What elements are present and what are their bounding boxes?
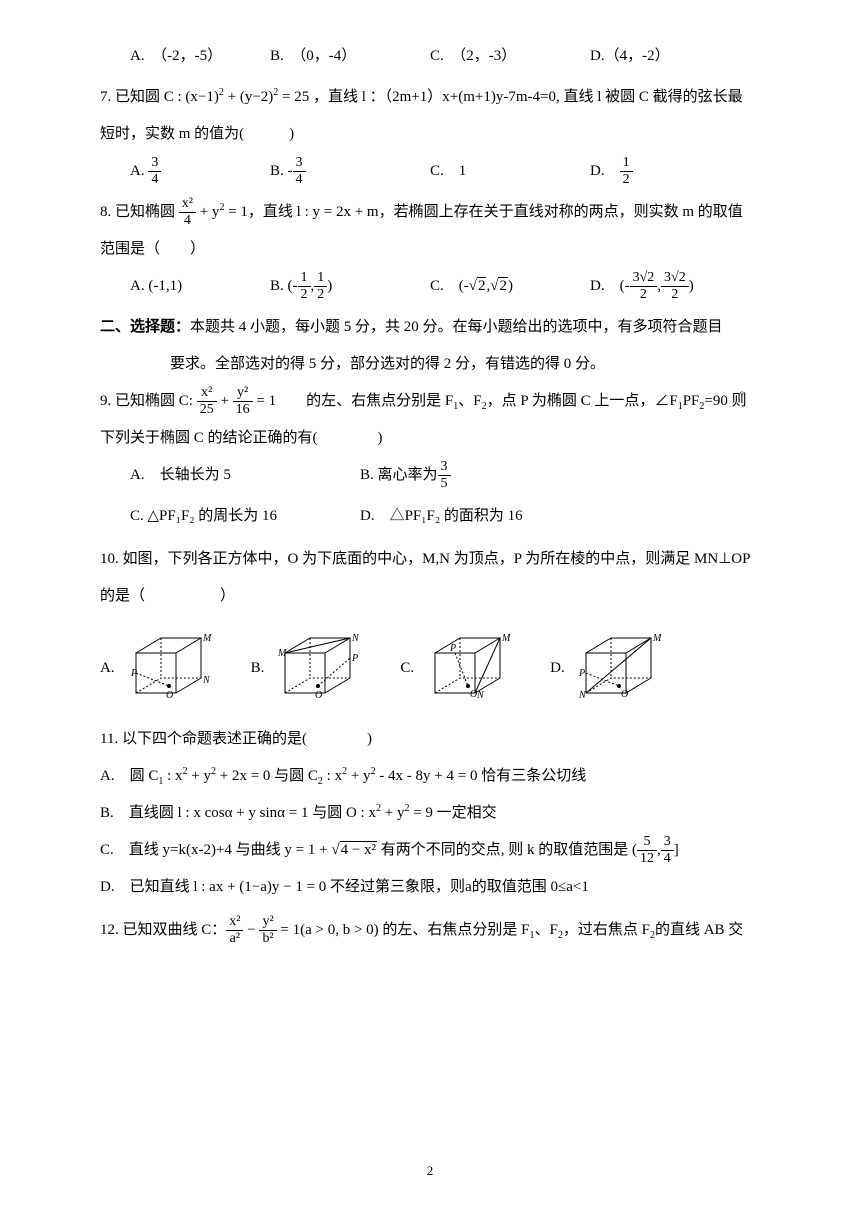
q6-options: A. （-2，-5） B. （0，-4） C. （2，-3） D.（4，-2） xyxy=(100,40,770,73)
q9-line1: 9. 已知椭圆 C: x²25 + y²16 = 1 的左、右焦点分别是 F1、… xyxy=(100,385,770,418)
q8-options: A. (-1,1) B. (-12,12) C. (-2,2) D. (-3√2… xyxy=(100,270,770,303)
cube-d-icon: M N P O xyxy=(571,623,671,713)
q8-line2: 范围是（ ） xyxy=(100,233,770,266)
q7-opt-d: D. 12 xyxy=(590,155,750,188)
svg-text:M: M xyxy=(501,633,511,644)
section2-desc1: 本题共 4 小题，每小题 5 分，共 20 分。在每小题给出的选项中，有多项符合… xyxy=(190,319,723,335)
q8-text-b: + y xyxy=(196,204,219,220)
q6-opt-b: B. （0，-4） xyxy=(270,40,430,73)
q10-cubes: A. P M N O B. xyxy=(100,623,770,713)
q8-text-c: = 1，直线 l : y = 2x + m，若椭圆上存在关于直线对称的两点，则实… xyxy=(224,204,742,220)
page-number: 2 xyxy=(427,1157,434,1186)
q8-opt-a: A. (-1,1) xyxy=(130,270,270,303)
q6-opt-c: C. （2，-3） xyxy=(430,40,590,73)
q8-text-a: 8. 已知椭圆 xyxy=(100,204,179,220)
svg-text:N: N xyxy=(202,675,211,686)
q10-line1: 10. 如图，下列各正方体中，O 为下底面的中心，M,N 为顶点，P 为所在棱的… xyxy=(100,543,770,576)
svg-text:O: O xyxy=(315,690,322,701)
q9-options-row2: C. △PF₁F₂ 的周长为 16 D. △PF₁F₂ 的面积为 16 xyxy=(100,500,770,533)
q7-line2: 短时，实数 m 的值为( ) xyxy=(100,118,770,151)
svg-text:O: O xyxy=(166,690,173,701)
q10-line2: 的是（ ） xyxy=(100,580,770,613)
svg-text:O: O xyxy=(470,689,477,700)
q11-text: 11. 以下四个命题表述正确的是( ) xyxy=(100,723,770,756)
cube-a-icon: P M N O xyxy=(121,623,221,713)
svg-text:P: P xyxy=(130,668,137,679)
q8-line1: 8. 已知椭圆 x²4 + y2 = 1，直线 l : y = 2x + m，若… xyxy=(100,196,770,229)
section2-line2: 要求。全部选对的得 5 分，部分选对的得 2 分，有错选的得 0 分。 xyxy=(100,348,770,381)
svg-text:O: O xyxy=(621,689,628,700)
svg-text:M: M xyxy=(277,648,287,659)
q10-cube-b: B. M N P O xyxy=(251,623,371,713)
q9-opt-a: A. 长轴长为 5 xyxy=(100,459,360,492)
q11-opt-d: D. 已知直线 l : ax + (1−a)y − 1 = 0 不经过第三象限，… xyxy=(100,871,770,904)
q8-opt-b: B. (-12,12) xyxy=(270,270,430,303)
q9-opt-d: D. △PF₁F₂ 的面积为 16 xyxy=(360,500,770,533)
q10-cube-c: C. M N P O xyxy=(400,623,520,713)
svg-text:N: N xyxy=(578,690,587,701)
q7-opt-c: C. 1 xyxy=(430,155,590,188)
q11-opt-c: C. 直线 y=k(x-2)+4 与曲线 y = 1 + 4 − x² 有两个不… xyxy=(100,834,770,867)
q7-opt-b: B. -34 xyxy=(270,155,430,188)
q7-options: A. 34 B. -34 C. 1 D. 12 xyxy=(100,155,770,188)
q9-text-a: 9. 已知椭圆 C: xyxy=(100,393,197,409)
q7-text-b: + (y−2) xyxy=(224,89,273,105)
svg-text:N: N xyxy=(476,690,485,701)
degree-mark: 。 xyxy=(740,381,750,403)
svg-text:M: M xyxy=(652,633,662,644)
q9-opt-c: C. △PF₁F₂ 的周长为 16 xyxy=(100,500,360,533)
q7-line1: 7. 已知圆 C : (x−1)2 + (y−2)2 = 25 ，直线 l ：（… xyxy=(100,81,770,114)
svg-text:M: M xyxy=(202,633,212,644)
q8-opt-c: C. (-2,2) xyxy=(430,270,590,303)
section2-title: 二、选择题： xyxy=(100,319,190,335)
q6-opt-a: A. （-2，-5） xyxy=(130,40,270,73)
svg-text:N: N xyxy=(351,633,360,644)
q11-opt-a: A. 圆 C1 : x2 + y2 + 2x = 0 与圆 C2 : x2 + … xyxy=(100,760,770,793)
cube-b-icon: M N P O xyxy=(270,623,370,713)
q9-opt-b: B. 离心率为35 xyxy=(360,459,770,492)
q10-cube-a: A. P M N O xyxy=(100,623,221,713)
cube-c-icon: M N P O xyxy=(420,623,520,713)
q6-opt-d: D.（4，-2） xyxy=(590,40,750,73)
q9-options-row1: A. 长轴长为 5 B. 离心率为35 xyxy=(100,459,770,492)
svg-text:P: P xyxy=(449,643,456,654)
svg-text:P: P xyxy=(578,668,585,679)
section2-line1: 二、选择题：本题共 4 小题，每小题 5 分，共 20 分。在每小题给出的选项中… xyxy=(100,311,770,344)
q7-opt-a: A. 34 xyxy=(130,155,270,188)
q7-text-c: = 25 ，直线 l ：（2m+1）x+(m+1)y-7m-4=0, 直线 l … xyxy=(278,89,742,105)
q7-text-a: 7. 已知圆 C : (x−1) xyxy=(100,89,219,105)
q11-opt-b: B. 直线圆 l : x cosα + y sinα = 1 与圆 O : x2… xyxy=(100,797,770,830)
q8-opt-d: D. (-3√22,3√22) xyxy=(590,270,750,303)
q12-line1: 12. 已知双曲线 C：x²a² − y²b² = 1(a > 0, b > 0… xyxy=(100,914,770,947)
svg-text:P: P xyxy=(351,653,358,664)
q9-line2: 下列关于椭圆 C 的结论正确的有( ) xyxy=(100,422,770,455)
q10-cube-d: D. M N P O xyxy=(550,623,671,713)
